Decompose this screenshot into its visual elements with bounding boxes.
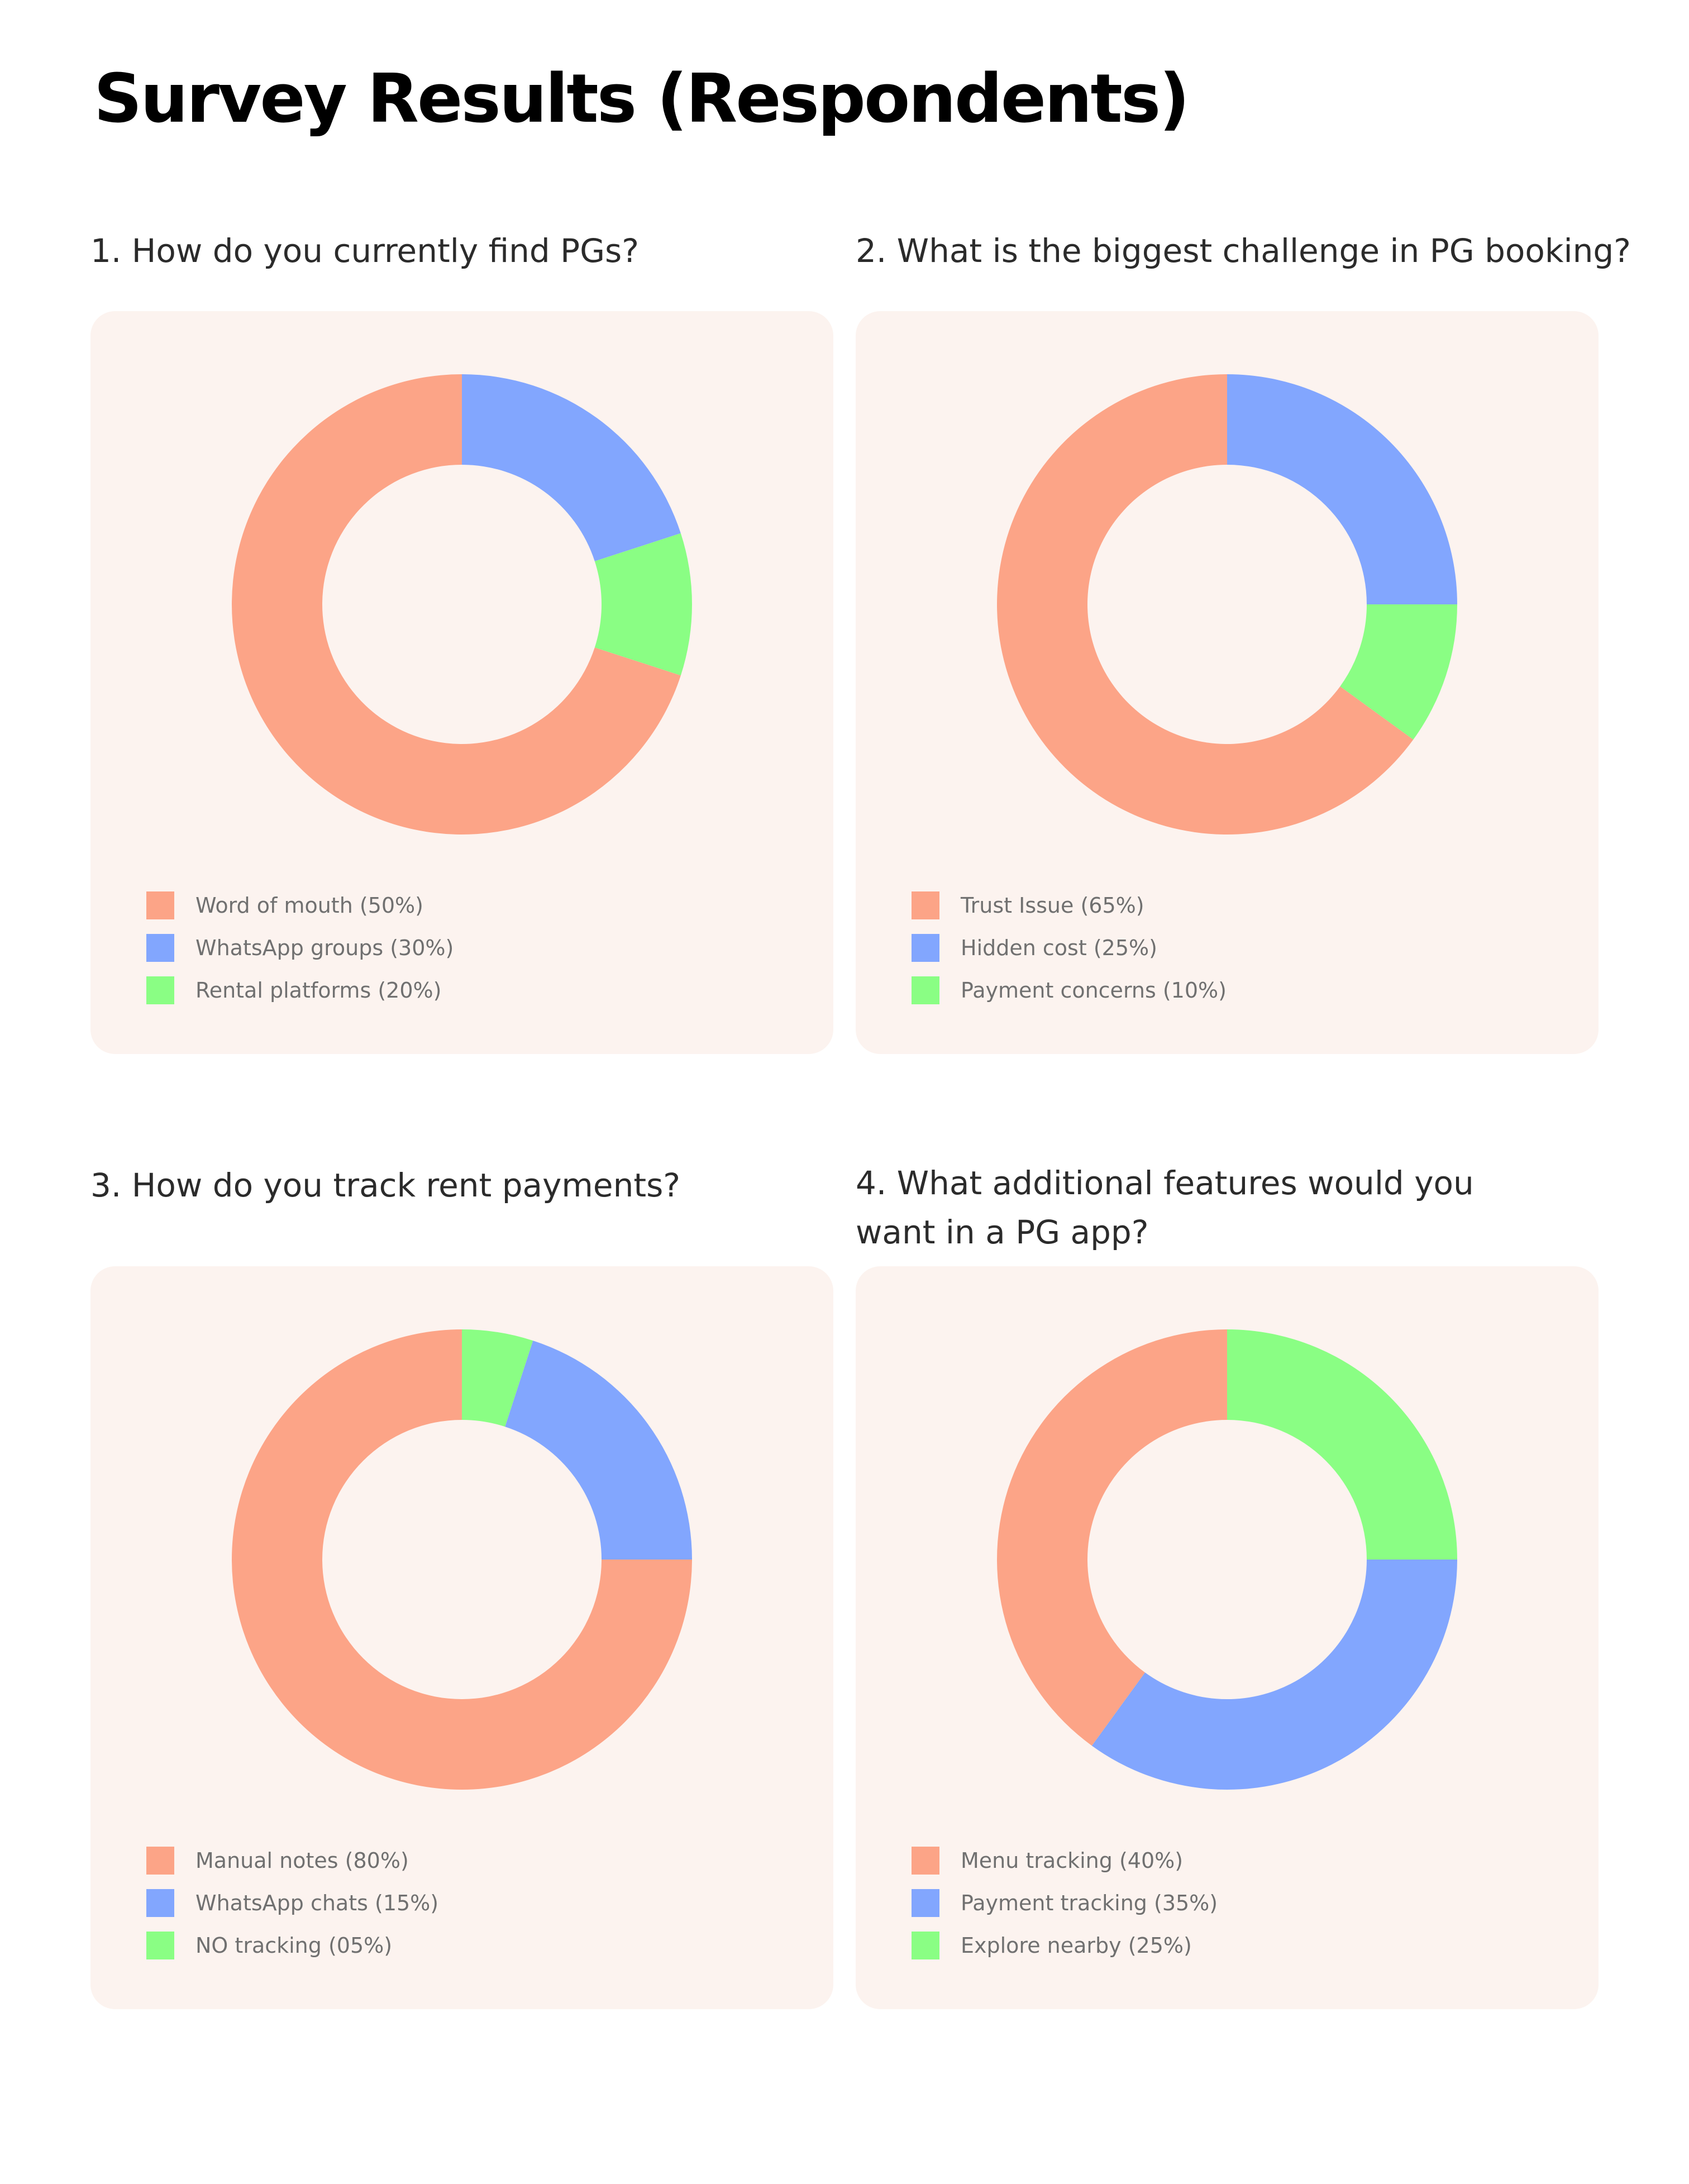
donut-chart [232, 374, 692, 835]
chart-card: Word of mouth (50%) WhatsApp groups (30%… [90, 311, 833, 1054]
donut-slice-trust-issue [997, 374, 1414, 835]
donut-slice-manual-notes [232, 1329, 692, 1790]
legend-item: WhatsApp groups (30%) [146, 927, 454, 969]
chart-card: Manual notes (80%) WhatsApp chats (15%) … [90, 1266, 833, 2009]
donut-slice-rental-platforms [594, 533, 692, 676]
legend-swatch [146, 1889, 174, 1917]
legend-swatch [146, 934, 174, 962]
legend-swatch [146, 976, 174, 1004]
donut-slice-hidden-cost [1227, 374, 1457, 604]
legend-swatch [912, 891, 939, 919]
chart-legend: Menu tracking (40%) Payment tracking (35… [912, 1839, 1218, 1967]
donut-slice-whatsapp-groups [462, 374, 681, 561]
legend-item: NO tracking (05%) [146, 1924, 438, 1967]
legend-item: Manual notes (80%) [146, 1839, 438, 1882]
legend-label: Payment tracking (35%) [961, 1891, 1218, 1915]
legend-label: Menu tracking (40%) [961, 1848, 1184, 1873]
legend-item: Word of mouth (50%) [146, 884, 454, 927]
legend-label: Hidden cost (25%) [961, 936, 1157, 960]
donut-slice-payment-tracking [1091, 1560, 1457, 1790]
legend-swatch [912, 976, 939, 1004]
legend-swatch [146, 1847, 174, 1875]
legend-item: Trust Issue (65%) [912, 884, 1227, 927]
donut-chart [997, 374, 1457, 835]
chart-legend: Word of mouth (50%) WhatsApp groups (30%… [146, 884, 454, 1012]
chart-legend: Trust Issue (65%) Hidden cost (25%) Paym… [912, 884, 1227, 1012]
legend-item: Explore nearby (25%) [912, 1924, 1218, 1967]
legend-swatch [146, 891, 174, 919]
donut-slice-payment-concerns [1340, 604, 1457, 740]
legend-label: Word of mouth (50%) [195, 893, 423, 918]
legend-label: Payment concerns (10%) [961, 978, 1227, 1003]
legend-label: WhatsApp groups (30%) [195, 936, 454, 960]
legend-swatch [912, 934, 939, 962]
chart-title: 3. How do you track rent payments? [90, 1166, 681, 1204]
legend-label: NO tracking (05%) [195, 1933, 393, 1958]
donut-chart [232, 1329, 692, 1790]
legend-label: Explore nearby (25%) [961, 1933, 1192, 1958]
legend-label: Trust Issue (65%) [961, 893, 1144, 918]
legend-label: WhatsApp chats (15%) [195, 1891, 439, 1915]
donut-chart [997, 1329, 1457, 1790]
legend-item: WhatsApp chats (15%) [146, 1882, 438, 1924]
legend-label: Manual notes (80%) [195, 1848, 409, 1873]
chart-legend: Manual notes (80%) WhatsApp chats (15%) … [146, 1839, 438, 1967]
donut-slice-no-tracking [462, 1329, 533, 1427]
legend-label: Rental platforms (20%) [195, 978, 442, 1003]
legend-item: Payment tracking (35%) [912, 1882, 1218, 1924]
legend-item: Hidden cost (25%) [912, 927, 1227, 969]
legend-item: Payment concerns (10%) [912, 969, 1227, 1012]
legend-item: Rental platforms (20%) [146, 969, 454, 1012]
legend-swatch [912, 1847, 939, 1875]
chart-card: Trust Issue (65%) Hidden cost (25%) Paym… [856, 311, 1599, 1054]
legend-swatch [912, 1889, 939, 1917]
chart-title: 2. What is the biggest challenge in PG b… [856, 232, 1631, 270]
legend-swatch [912, 1932, 939, 1959]
donut-slice-explore-nearby [1227, 1329, 1457, 1560]
donut-slice-word-of-mouth [232, 374, 681, 835]
donut-slice-whatsapp-chats [505, 1341, 692, 1560]
chart-title: 4. What additional features would you wa… [856, 1164, 1474, 1251]
donut-slice-menu-tracking [997, 1329, 1227, 1746]
legend-item: Menu tracking (40%) [912, 1839, 1218, 1882]
chart-card: Menu tracking (40%) Payment tracking (35… [856, 1266, 1599, 2009]
legend-swatch [146, 1932, 174, 1959]
chart-title: 1. How do you currently find PGs? [90, 232, 640, 270]
page-title: Survey Results (Respondents) [94, 60, 1190, 138]
